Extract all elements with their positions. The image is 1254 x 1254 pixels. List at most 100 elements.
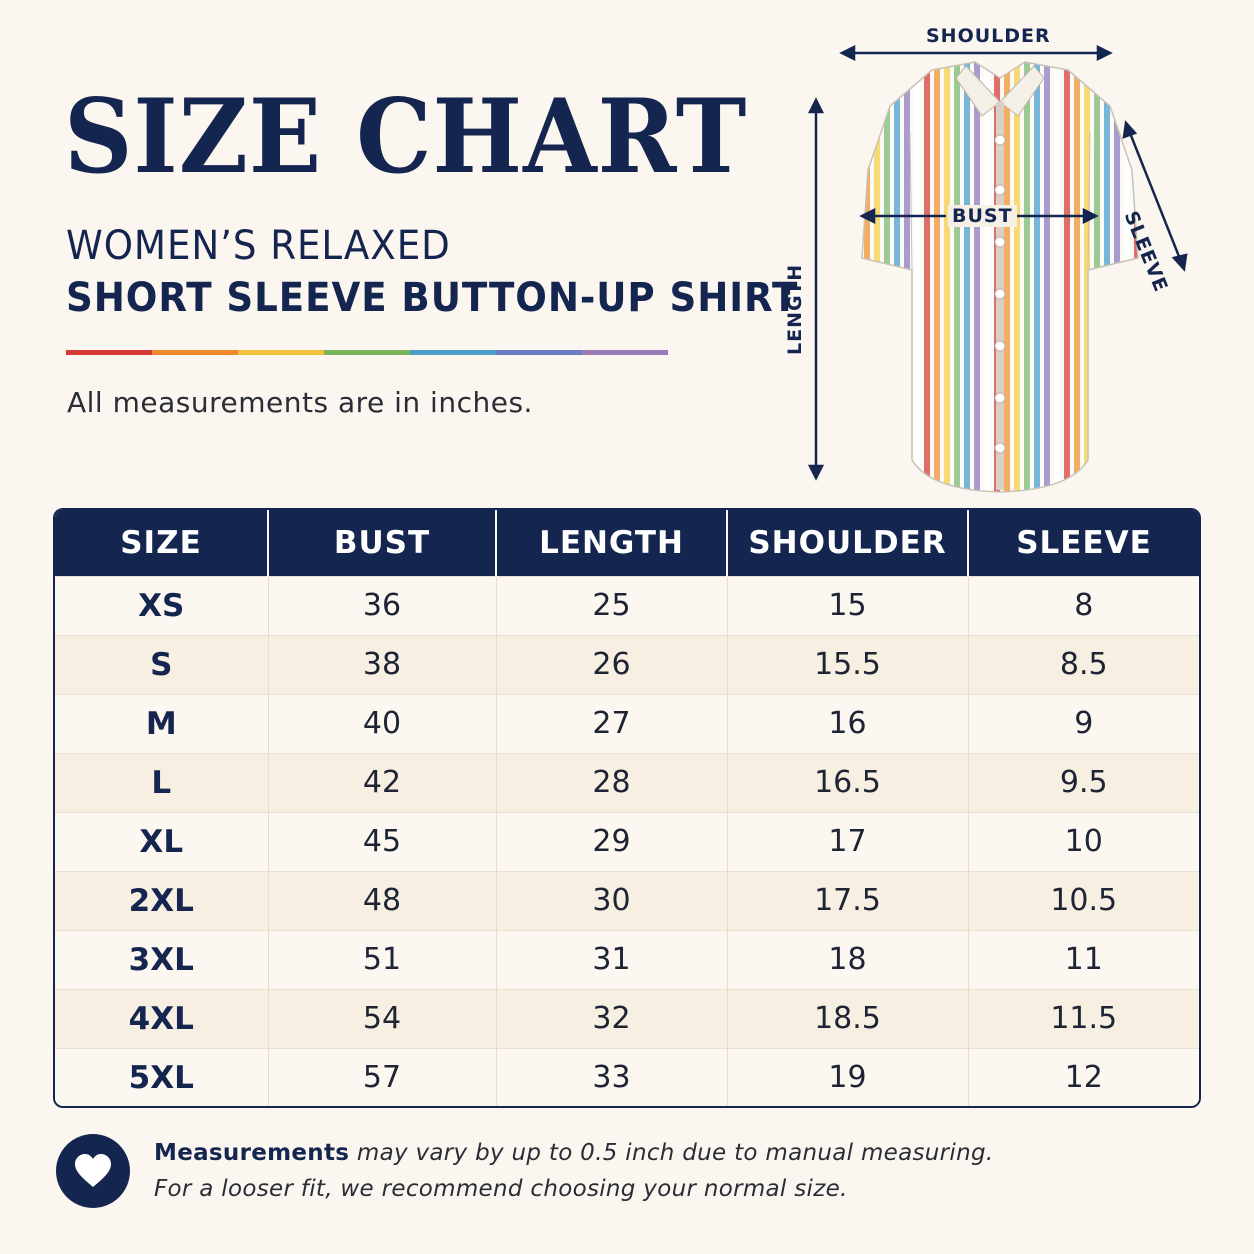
shirt-stripe (1034, 62, 1040, 492)
table-cell: 10 (968, 811, 1199, 871)
table-row: M 40 27 16 9 (55, 693, 1199, 753)
shirt-stripe (884, 62, 890, 492)
table-cell: 33 (496, 1047, 728, 1106)
page-title: SIZE CHART (64, 77, 748, 197)
shirt-stripe (954, 62, 960, 492)
header-length: LENGTH (496, 510, 728, 576)
table-cell: 26 (496, 634, 728, 694)
table-cell: 17 (727, 811, 969, 871)
table-cell: 8.5 (968, 634, 1199, 694)
shirt-stripe (854, 50, 860, 500)
size-cell: 5XL (55, 1047, 269, 1106)
table-cell: 38 (268, 634, 497, 694)
table-cell: 45 (268, 811, 497, 871)
shirt-stripe (974, 62, 980, 492)
shirt-stripe (1104, 62, 1110, 492)
shirt-stripe (874, 62, 880, 492)
length-label: LENGTH (784, 263, 806, 355)
shirt-button (994, 288, 1006, 300)
shirt-stripe (914, 62, 920, 492)
shirt-stripe (1094, 62, 1100, 492)
table-cell: 27 (496, 693, 728, 753)
table-cell: 57 (268, 1047, 497, 1106)
table-cell: 40 (268, 693, 497, 753)
table-row: 2XL 48 30 17.5 10.5 (55, 870, 1199, 930)
shirt-stripe (904, 62, 910, 492)
table-row: L 42 28 16.5 9.5 (55, 752, 1199, 812)
table-cell: 25 (496, 575, 728, 635)
shirt-stripe (1114, 62, 1120, 492)
shirt-stripe (984, 62, 990, 492)
table-cell: 11 (968, 929, 1199, 989)
shirt-button (994, 236, 1006, 248)
size-table: SIZE BUST LENGTH SHOULDER SLEEVE XS 36 25 1… (53, 508, 1201, 1108)
heart-icon (75, 1154, 111, 1187)
table-cell: 18.5 (727, 988, 969, 1048)
table-cell: 10.5 (968, 870, 1199, 930)
shirt-illustration (807, 44, 1188, 500)
table-row: XS 36 25 15 8 (55, 575, 1199, 635)
table-cell: 29 (496, 811, 728, 871)
rainbow-segment (496, 350, 582, 355)
table-cell: 9 (968, 693, 1199, 753)
size-cell: L (55, 752, 269, 812)
shirt-stripe (964, 62, 970, 492)
table-cell: 9.5 (968, 752, 1199, 812)
table-row: 3XL 51 31 18 11 (55, 929, 1199, 989)
heart-badge (56, 1134, 130, 1208)
table-header-row: SIZE BUST LENGTH SHOULDER SLEEVE (55, 510, 1199, 576)
table-cell: 51 (268, 929, 497, 989)
table-cell: 42 (268, 752, 497, 812)
shirt-diagram: SHOULDER BUST SLEEVE LENGTH (770, 20, 1230, 500)
table-cell: 17.5 (727, 870, 969, 930)
table-cell: 19 (727, 1047, 969, 1106)
shirt-stripe (1024, 62, 1030, 492)
shirt-stripe (1004, 62, 1010, 492)
rainbow-segment (238, 350, 324, 355)
shoulder-label: SHOULDER (926, 25, 1051, 47)
shirt-stripe (934, 62, 940, 492)
header-shoulder: SHOULDER (727, 510, 969, 576)
shirt-button (994, 184, 1006, 196)
shirt-stripe (1014, 62, 1020, 492)
table-row: 4XL 54 32 18.5 11.5 (55, 988, 1199, 1048)
shirt-stripe (1074, 62, 1080, 492)
table-row: S 38 26 15.5 8.5 (55, 634, 1199, 694)
shirt-stripe (1064, 62, 1070, 492)
shirt-stripe (1054, 62, 1060, 492)
size-cell: XS (55, 575, 269, 635)
shirt-stripe (944, 62, 950, 492)
table-cell: 18 (727, 929, 969, 989)
shirt-stripe (1084, 62, 1090, 492)
rainbow-divider (66, 350, 668, 355)
table-cell: 8 (968, 575, 1199, 635)
header-size: SIZE (55, 510, 269, 576)
product-subtitle-line1: WOMEN’S RELAXED (66, 223, 451, 269)
table-cell: 16.5 (727, 752, 969, 812)
shirt-stripe (924, 62, 930, 492)
size-cell: 4XL (55, 988, 269, 1048)
table-cell: 15 (727, 575, 969, 635)
table-cell: 32 (496, 988, 728, 1048)
table-cell: 15.5 (727, 634, 969, 694)
size-cell: 3XL (55, 929, 269, 989)
size-cell: M (55, 693, 269, 753)
shirt-stripe (894, 62, 900, 492)
header-bust: BUST (268, 510, 497, 576)
table-cell: 12 (968, 1047, 1199, 1106)
table-cell: 54 (268, 988, 497, 1048)
shirt-stripe (1124, 62, 1130, 492)
bust-label: BUST (948, 205, 1017, 227)
table-cell: 36 (268, 575, 497, 635)
size-cell: XL (55, 811, 269, 871)
table-cell: 11.5 (968, 988, 1199, 1048)
product-subtitle-line2: SHORT SLEEVE BUTTON-UP SHIRT (66, 275, 799, 321)
size-cell: S (55, 634, 269, 694)
rainbow-segment (410, 350, 496, 355)
footer-note-line1: Measurements may vary by up to 0.5 inch … (154, 1140, 994, 1166)
shirt-button (994, 392, 1006, 404)
rainbow-segment (66, 350, 152, 355)
shirt-button (994, 134, 1006, 146)
rainbow-segment (152, 350, 238, 355)
footer-rest: may vary by up to 0.5 inch due to manual… (349, 1140, 994, 1166)
